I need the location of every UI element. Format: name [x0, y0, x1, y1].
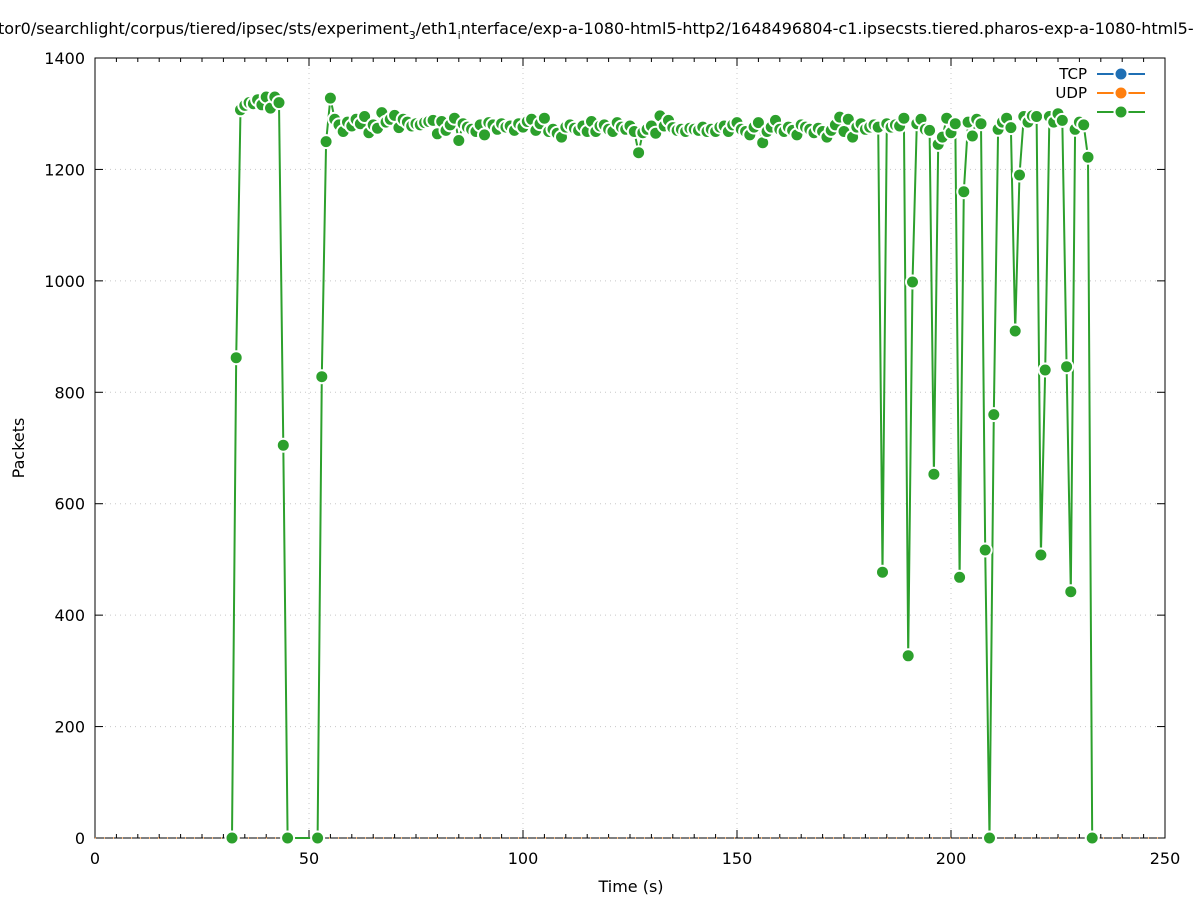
data-point [875, 564, 890, 580]
data-point [1007, 323, 1023, 339]
data-point [271, 95, 287, 111]
data-point [1076, 117, 1092, 133]
data-point [280, 830, 296, 846]
data-point [922, 122, 938, 138]
x-axis-label: Time (s) [597, 877, 663, 896]
data-point [1003, 120, 1019, 136]
x-tick-label: 0 [90, 849, 100, 868]
series-layer [95, 89, 1165, 846]
data-point [982, 830, 997, 846]
data-point [1084, 830, 1100, 846]
axes: 0 50 100 150 200 250 0 200 400 600 800 1000 1200 1400 [44, 49, 1180, 868]
grid-lines [95, 58, 1165, 838]
data-point [926, 466, 942, 482]
data-point [631, 145, 647, 161]
x-tick-label: 50 [299, 849, 319, 868]
data-point [314, 369, 330, 385]
legend-marker [1113, 85, 1129, 101]
data-point [228, 350, 244, 366]
legend-label: UDP [1055, 84, 1087, 102]
y-tick-label: 400 [54, 606, 85, 625]
y-tick-label: 600 [54, 495, 85, 514]
data-point [1080, 149, 1096, 165]
data-point [536, 110, 552, 126]
data-point [896, 110, 912, 126]
data-point [1012, 167, 1027, 183]
data-point [952, 569, 968, 585]
data-point [1029, 109, 1045, 124]
data-point [1059, 359, 1075, 375]
data-point [322, 90, 338, 106]
data-point [275, 437, 291, 453]
x-tick-label: 200 [936, 849, 967, 868]
y-tick-label: 800 [54, 383, 85, 402]
data-point [973, 116, 989, 132]
data-point [977, 542, 993, 558]
data-point [947, 116, 963, 132]
data-point [750, 115, 766, 131]
y-axis-label: Packets [9, 418, 28, 479]
y-tick-label: 0 [75, 829, 85, 848]
data-point [1037, 362, 1053, 378]
x-tick-label: 250 [1150, 849, 1181, 868]
data-point [956, 184, 972, 200]
legend-label: TCP [1058, 65, 1087, 83]
data-point [964, 128, 980, 144]
data-point [900, 648, 916, 664]
data-point [1033, 547, 1049, 563]
chart-title: tor0/searchlight/corpus/tiered/ipsec/sts… [0, 19, 1194, 42]
data-point [224, 830, 240, 846]
y-tick-label: 1200 [44, 160, 85, 179]
legend-marker [1113, 104, 1129, 120]
data-point [318, 134, 334, 150]
data-point [905, 274, 920, 290]
data-point [451, 133, 467, 148]
legend-marker [1113, 66, 1129, 82]
y-tick-label: 200 [54, 718, 85, 737]
x-tick-label: 100 [508, 849, 539, 868]
data-point [986, 407, 1002, 423]
data-point [310, 830, 326, 846]
y-tick-label: 1000 [44, 272, 85, 291]
x-tick-label: 150 [722, 849, 753, 868]
data-point [1063, 584, 1079, 600]
data-point [1054, 112, 1070, 128]
y-tick-label: 1400 [44, 49, 85, 68]
